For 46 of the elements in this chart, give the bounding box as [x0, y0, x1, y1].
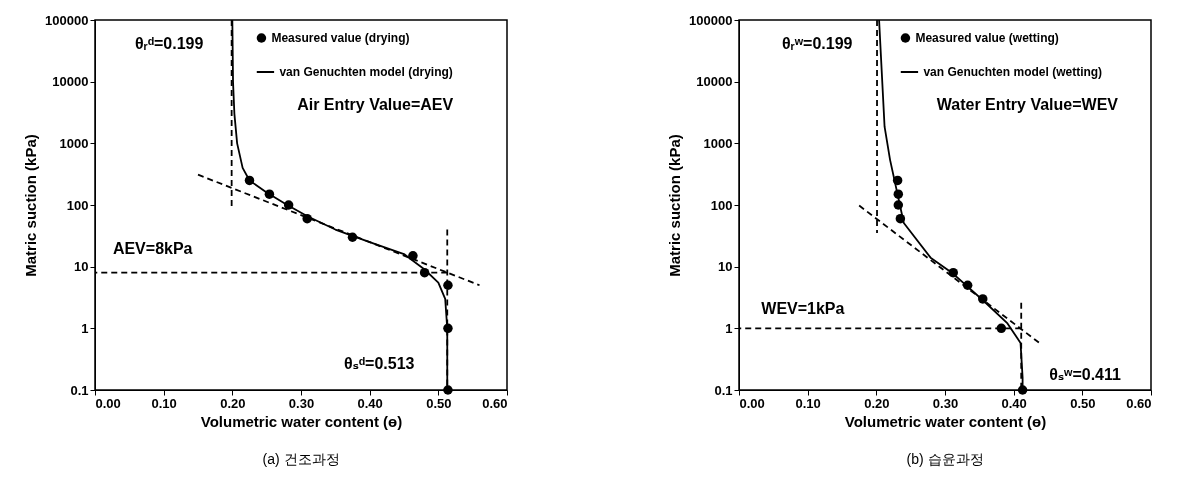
y-tick-label: 1000	[59, 135, 89, 151]
x-tick-label: 0.30	[932, 395, 959, 411]
annotation: Water Entry Value=WEV	[936, 96, 1119, 114]
y-tick-label: 100	[66, 197, 89, 213]
legend-label: van Genuchten model (drying)	[279, 65, 453, 79]
x-tick-label: 0.60	[1126, 395, 1152, 411]
y-tick-label: 1	[81, 320, 89, 336]
y-tick-label: 10000	[696, 74, 733, 90]
annotation: θᵣʷ=0.199	[782, 35, 853, 53]
text: (a) 건조과정	[262, 451, 340, 467]
y-tick-label: 10000	[52, 74, 89, 90]
annotation: WEV=1kPa	[761, 299, 845, 317]
y-tick-label: 100	[710, 197, 733, 213]
annotation: θᵣᵈ=0.199	[135, 35, 204, 53]
x-tick-label: 0.00	[95, 395, 121, 411]
legend-label: Measured value (drying)	[271, 31, 410, 45]
annotation: θₛʷ=0.411	[1049, 366, 1121, 384]
legend-label: van Genuchten model (wetting)	[923, 65, 1103, 79]
x-tick-label: 0.30	[288, 395, 315, 411]
y-axis-title: Matric suction (kPa)	[666, 134, 684, 277]
y-tick-label: 10	[74, 259, 89, 275]
annotation: AEV=8kPa	[112, 240, 193, 258]
y-tick-label: 0.1	[70, 382, 89, 398]
annotation: Air Entry Value=AEV	[297, 96, 454, 114]
y-tick-label: 100000	[689, 12, 733, 28]
text: (b) 습윤과정	[906, 451, 984, 467]
y-tick-label: 1	[725, 320, 733, 336]
x-tick-label: 0.10	[795, 395, 821, 411]
x-tick-label: 0.50	[1070, 395, 1096, 411]
x-tick-label: 0.40	[1001, 395, 1027, 411]
x-tick-label: 0.40	[357, 395, 383, 411]
y-tick-label: 10	[718, 259, 733, 275]
y-tick-label: 1000	[703, 135, 733, 151]
legend-label: Measured value (wetting)	[915, 31, 1059, 45]
x-tick-label: 0.00	[739, 395, 765, 411]
x-tick-label: 0.20	[864, 395, 890, 411]
x-axis-title: Volumetric water content (ɵ)	[200, 412, 403, 430]
x-tick-label: 0.60	[482, 395, 508, 411]
y-tick-label: 0.1	[714, 382, 733, 398]
annotation: θₛᵈ=0.513	[344, 355, 415, 373]
y-axis-title: Matric suction (kPa)	[22, 134, 40, 277]
x-tick-label: 0.50	[426, 395, 452, 411]
x-tick-label: 0.20	[220, 395, 246, 411]
x-tick-label: 0.10	[151, 395, 177, 411]
x-axis-title: Volumetric water content (ɵ)	[844, 412, 1047, 430]
y-tick-label: 100000	[45, 12, 89, 28]
